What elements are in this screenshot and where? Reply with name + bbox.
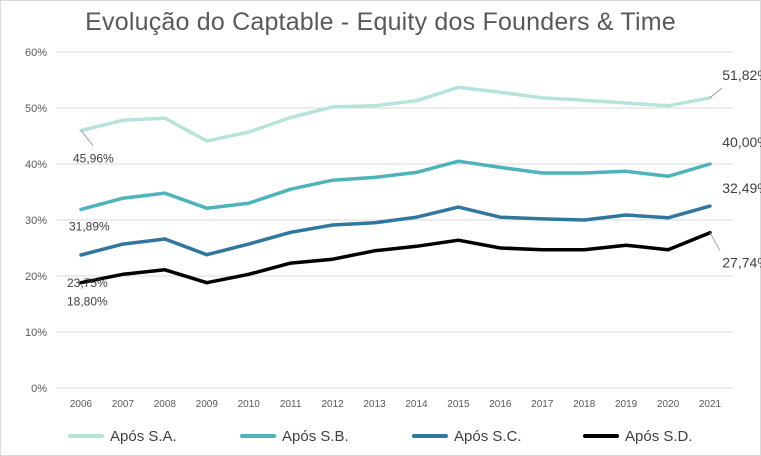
data-label-first: 23,75% — [67, 276, 108, 290]
y-tick-label: 40% — [25, 159, 47, 171]
legend-item-apos-sb: Após S.B. — [240, 424, 349, 448]
series-line-2 — [79, 159, 712, 212]
x-tick-label: 2019 — [615, 399, 638, 410]
y-tick-label: 10% — [25, 327, 47, 339]
data-label-first: 45,96% — [73, 152, 114, 166]
y-tick-label: 60% — [25, 47, 47, 59]
leader-line — [80, 130, 94, 146]
legend-label-apos-sa: Após S.A. — [110, 427, 177, 445]
leader-line — [709, 87, 723, 99]
legend-label-apos-sb: Após S.B. — [282, 427, 349, 445]
data-label-last: 27,74% — [722, 255, 761, 271]
x-tick-label: 2018 — [573, 399, 596, 410]
x-tick-label: 2011 — [280, 399, 302, 410]
data-label-last: 40,00% — [722, 134, 761, 150]
x-tick-label: 2013 — [363, 399, 386, 410]
legend-label-apos-sd: Após S.D. — [625, 427, 693, 445]
y-tick-label: 30% — [25, 215, 47, 227]
x-tick-label: 2008 — [154, 399, 177, 410]
series-line-3 — [79, 204, 712, 257]
y-tick-label: 20% — [25, 271, 47, 283]
legend-item-apos-sa: Após S.A. — [68, 424, 177, 448]
legend: Após S.A. Após S.B. Após S.C. Após S.D. — [0, 424, 761, 448]
x-tick-label: 2010 — [238, 399, 261, 410]
leader-line — [709, 232, 721, 251]
data-label-first: 31,89% — [69, 219, 110, 233]
legend-swatch-apos-sa — [68, 434, 104, 438]
x-tick-label: 2012 — [321, 399, 344, 410]
chart-title: Evolução do Captable - Equity dos Founde… — [85, 8, 676, 36]
legend-swatch-apos-sc — [412, 434, 448, 438]
data-label-last: 32,49% — [722, 180, 761, 196]
y-axis-ticks: 0% 10% 20% 30% 40% 50% 60% — [25, 47, 47, 395]
x-tick-label: 2014 — [405, 399, 428, 410]
legend-label-apos-sc: Após S.C. — [454, 427, 522, 445]
y-tick-label: 0% — [31, 383, 47, 395]
x-tick-label: 2007 — [112, 399, 135, 410]
data-labels: 45,96% 51,82% 31,89% 40,00% 23,75% 32,49% 18,8… — [67, 67, 761, 309]
gridlines — [56, 51, 733, 389]
legend-item-apos-sc: Após S.C. — [412, 424, 522, 448]
legend-swatch-apos-sb — [240, 434, 276, 438]
x-tick-label: 2017 — [531, 399, 554, 410]
x-tick-label: 2016 — [489, 399, 512, 410]
data-label-first: 18,80% — [67, 295, 108, 309]
x-axis-ticks: 2006 2007 2008 2009 2010 2011 2012 2013 2014 2015… — [70, 399, 722, 410]
line-chart: 0% 10% 20% 30% 40% 50% 60% 2006 2007 2008 2009 201… — [25, 47, 761, 410]
x-tick-label: 2015 — [447, 399, 470, 410]
series-line-4 — [79, 230, 712, 285]
series-lines — [79, 85, 712, 285]
x-tick-label: 2021 — [699, 399, 722, 410]
legend-swatch-apos-sd — [583, 434, 619, 438]
y-tick-label: 50% — [25, 103, 47, 115]
series-line-1 — [79, 85, 712, 143]
x-tick-label: 2006 — [70, 399, 93, 410]
x-tick-label: 2009 — [196, 399, 219, 410]
x-tick-label: 2020 — [657, 399, 680, 410]
data-label-last: 51,82% — [722, 67, 761, 83]
legend-item-apos-sd: Após S.D. — [583, 424, 693, 448]
